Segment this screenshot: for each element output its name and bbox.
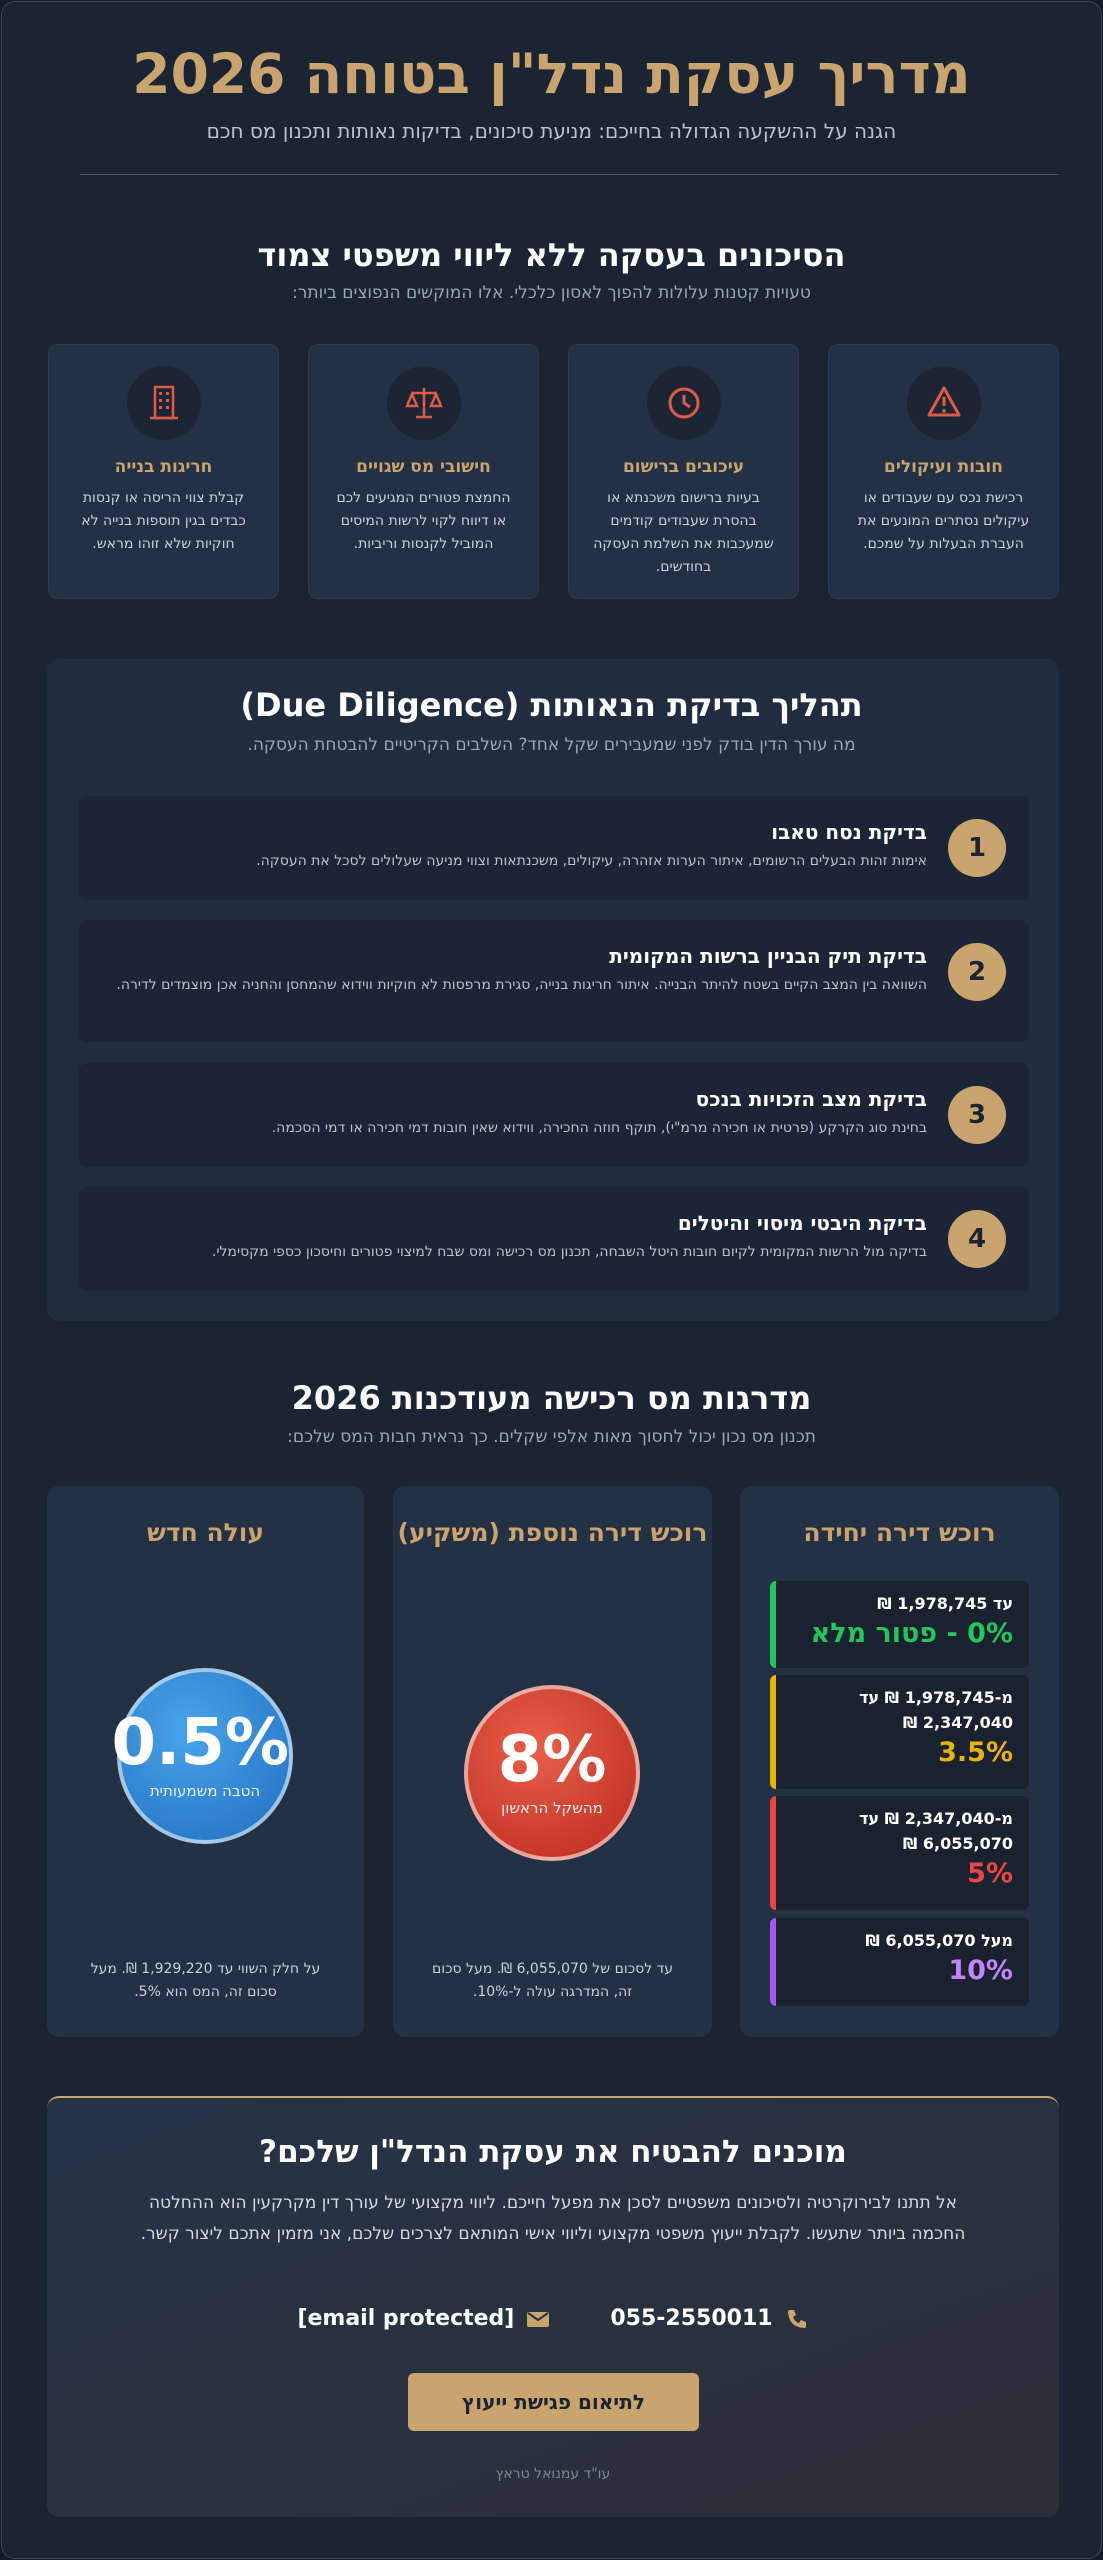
tier-range: מ-2,347,040 ₪ עד 6,055,070 ₪ xyxy=(859,1809,1013,1853)
step-title: בדיקת תיק הבניין ברשות המקומית xyxy=(609,944,927,968)
page-title: מדריך עסקת נדל"ן בטוחה 2026 xyxy=(132,42,971,106)
clock-icon xyxy=(668,387,700,419)
step-text: בחינת סוג הקרקע (פרטית או חכירה מרמ"י), … xyxy=(271,1120,927,1136)
cta-text: אל תתנו לבירוקרטיה ולסיכונים משפטיים לסכ… xyxy=(140,2193,966,2244)
tax-column: רוכש דירה יחידה עד 1,978,745 ₪ 0% - פטור… xyxy=(740,1486,1059,2037)
risk-card: חריגות בנייה קבלת צווי הריסה או קנסות כב… xyxy=(48,344,279,599)
column-note: עד לסכום של 6,055,070 ₪. מעל סכום זה, המ… xyxy=(431,1961,674,2000)
tier-rate: 10% xyxy=(948,1955,1013,1986)
cta-button[interactable]: לתיאום פגישת ייעוץ xyxy=(408,2373,699,2431)
page-subtitle: הגנה על ההשקעה הגדולה בחייכם: מניעת סיכו… xyxy=(206,119,897,143)
email-address[interactable]: [email protected] xyxy=(297,2306,515,2331)
phone-number[interactable]: 055-2550011 xyxy=(610,2306,773,2331)
risk-text: החמצת פטורים המגיעים לכם או דיווח לקוי ל… xyxy=(336,490,511,552)
rate-caption: מהשקל הראשון xyxy=(501,1799,603,1817)
risk-title: חריגות בנייה xyxy=(114,457,213,477)
rate-circle: 0.5% הטבה משמעותית xyxy=(111,1668,293,1844)
phone[interactable]: 055-2550011 xyxy=(610,2306,808,2331)
tier-range: עד 1,978,745 ₪ xyxy=(877,1594,1013,1613)
tax-subtitle: תכנון מס נכון יכול לחסוך מאות אלפי שקלים… xyxy=(287,1427,816,1447)
risk-card: חישובי מס שגויים החמצת פטורים המגיעים לכ… xyxy=(308,344,539,599)
risks-title: הסיכונים בעסקה ללא ליווי משפטי צמוד xyxy=(257,236,846,274)
step-text: השוואה בין המצב הקיים בשטח להיתר הבנייה.… xyxy=(116,977,927,993)
step-text: בדיקה מול הרשות המקומית לקיום חובות היטל… xyxy=(211,1244,927,1260)
tier-rate: 3.5% xyxy=(938,1737,1013,1768)
tax-tier: עד 1,978,745 ₪ 0% - פטור מלא xyxy=(770,1581,1029,1668)
rate-value: 8% xyxy=(497,1723,607,1797)
step-title: בדיקת היבטי מיסוי והיטלים xyxy=(677,1211,927,1235)
step: 4 בדיקת היבטי מיסוי והיטלים בדיקה מול הר… xyxy=(79,1187,1029,1291)
icon xyxy=(647,366,721,440)
warning-icon xyxy=(927,386,961,417)
step-number: 3 xyxy=(948,1086,1006,1144)
rate-circle: 8% מהשקל הראשון xyxy=(464,1685,640,1861)
dd-subtitle: מה עורך הדין בודק לפני שמעבירים שקל אחד?… xyxy=(247,735,856,755)
risk-text: רכישת נכס עם שעבודים או עיקולים נסתרים ה… xyxy=(857,490,1030,552)
email[interactable]: [email protected] xyxy=(297,2306,550,2331)
column-title: רוכש דירה נוספת (משקיע) xyxy=(397,1518,708,1547)
step: 1 בדיקת נסח טאבו אימות זהות הבעלים הרשומ… xyxy=(79,796,1029,900)
building-icon xyxy=(150,385,178,420)
tier-rate: 5% xyxy=(967,1858,1013,1889)
tier-range: מעל 6,055,070 ₪ xyxy=(865,1931,1013,1950)
risk-card: חובות ועיקולים רכישת נכס עם שעבודים או ע… xyxy=(828,344,1059,599)
tax-column: עולה חדש 0.5% הטבה משמעותית על חלק השווי… xyxy=(47,1486,364,2037)
phone-icon xyxy=(787,2309,806,2328)
step: 2 בדיקת תיק הבניין ברשות המקומית השוואה … xyxy=(79,920,1029,1042)
column-note: על חלק השווי עד 1,929,220 ₪. מעל סכום זה… xyxy=(90,1961,321,2000)
tax-tier: מ-2,347,040 ₪ עד 6,055,070 ₪ 5% xyxy=(770,1796,1029,1910)
icon xyxy=(387,366,461,440)
risk-card: עיכובים ברישום בעיות ברישום משכנתא או בה… xyxy=(568,344,799,599)
tax-column: רוכש דירה נוספת (משקיע) 8% מהשקל הראשון … xyxy=(393,1486,712,2037)
dd-title: תהליך בדיקת הנאותות (Due Diligence) xyxy=(240,686,863,724)
mail-icon xyxy=(527,2311,550,2327)
step-text: אימות זהות הבעלים הרשומים, איתור הערות א… xyxy=(256,853,927,869)
risks-subtitle: טעויות קטנות עלולות להפוך לאסון כלכלי. א… xyxy=(292,283,811,303)
icon xyxy=(127,366,201,440)
cta-panel: מוכנים להבטיח את עסקת הנדל"ן שלכם? אל תת… xyxy=(47,2096,1059,2517)
step-title: בדיקת נסח טאבו xyxy=(771,820,927,844)
risk-title: חישובי מס שגויים xyxy=(356,457,491,477)
signature: עו"ד עמנואל טראץ xyxy=(495,2466,611,2482)
icon xyxy=(907,366,981,440)
cta-title: מוכנים להבטיח את עסקת הנדל"ן שלכם? xyxy=(259,2134,847,2170)
scale-icon xyxy=(405,388,443,419)
risk-text: קבלת צווי הריסה או קנסות כבדים בגין תוספ… xyxy=(81,490,246,552)
contact-row: 055-2550011 [email protected] xyxy=(47,2306,1059,2331)
risk-title: עיכובים ברישום xyxy=(622,457,745,477)
tier-range: מ-1,978,745 ₪ עד 2,347,040 ₪ xyxy=(859,1688,1013,1732)
rate-caption: הטבה משמעותית xyxy=(149,1782,261,1800)
tax-tier: מעל 6,055,070 ₪ 10% xyxy=(770,1918,1029,2006)
step-number: 2 xyxy=(948,943,1006,1001)
column-title: רוכש דירה יחידה xyxy=(803,1518,996,1547)
risk-text: בעיות ברישום משכנתא או בהסרת שעבודים קוד… xyxy=(593,490,774,575)
step: 3 בדיקת מצב הזכויות בנכס בחינת סוג הקרקע… xyxy=(79,1063,1029,1167)
risk-title: חובות ועיקולים xyxy=(884,457,1003,477)
divider xyxy=(80,174,1059,175)
rate-value: 0.5% xyxy=(111,1706,290,1780)
tax-title: מדרגות מס רכישה מעודכנות 2026 xyxy=(291,1379,812,1417)
tier-rate: 0% - פטור מלא xyxy=(810,1618,1013,1649)
step-title: בדיקת מצב הזכויות בנכס xyxy=(695,1087,927,1111)
column-title: עולה חדש xyxy=(146,1518,265,1547)
tax-tier: מ-1,978,745 ₪ עד 2,347,040 ₪ 3.5% xyxy=(770,1675,1029,1789)
step-number: 4 xyxy=(948,1210,1006,1268)
step-number: 1 xyxy=(948,819,1006,877)
